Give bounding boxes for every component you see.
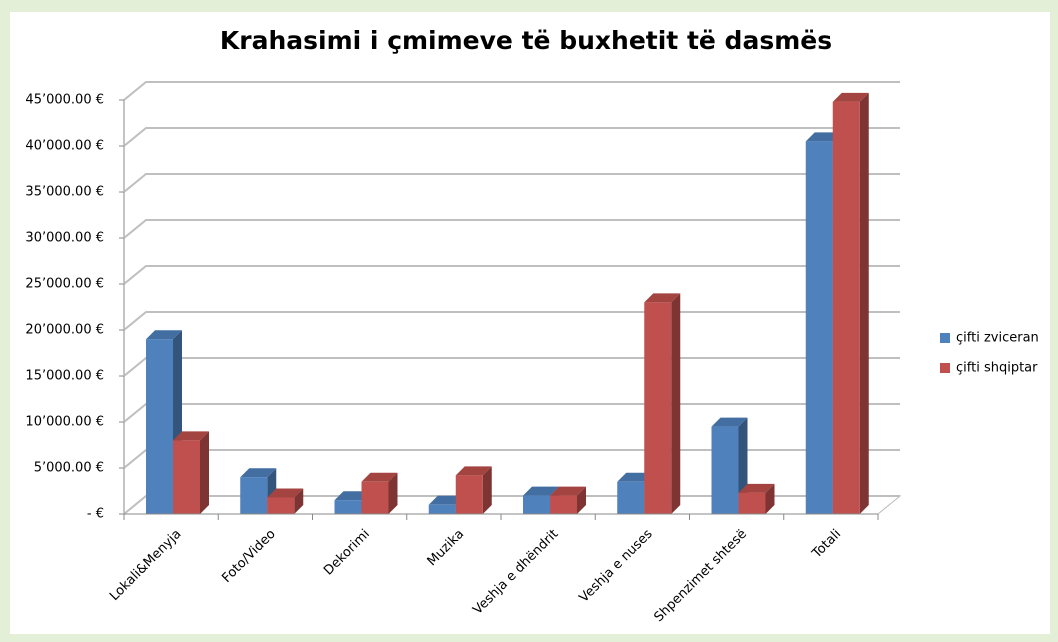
bar-face [644, 302, 672, 514]
bar-face [550, 495, 577, 514]
bar-face [334, 500, 362, 514]
bar-top [832, 92, 869, 102]
y-tick-label: 20’000.00 € [25, 323, 104, 338]
bar-top [644, 293, 681, 303]
bar-top [173, 431, 209, 441]
bar-face [267, 497, 295, 514]
bar [267, 488, 304, 514]
legend-label: çifti shqiptar [956, 361, 1038, 376]
bar [550, 486, 586, 514]
bar [173, 431, 209, 514]
bar [644, 293, 681, 514]
y-tick-label: 5’000.00 € [34, 461, 104, 476]
grid-line [123, 81, 900, 101]
y-tick-label: 40’000.00 € [25, 139, 104, 154]
chart-title: Krahasimi i çmimeve të buxhetit të dasmë… [220, 26, 832, 55]
bar-face [805, 141, 833, 514]
y-tick-label: 15’000.00 € [25, 369, 104, 384]
bar-face [428, 504, 456, 514]
bar-face [455, 475, 483, 514]
bar-face [146, 339, 173, 514]
bar-top [146, 330, 182, 340]
bar-side [859, 92, 869, 514]
bar-top [523, 486, 559, 496]
bar-top [550, 486, 586, 496]
grid-line [123, 219, 900, 239]
bar-face [523, 495, 550, 514]
bar-top [240, 468, 277, 478]
bar [361, 472, 398, 514]
y-tick-label: 45’000.00 € [25, 93, 104, 108]
bar [240, 468, 277, 514]
grid-line [123, 173, 900, 193]
y-tick-label: - € [87, 507, 104, 522]
bar-face [711, 426, 739, 514]
bar-side [200, 431, 209, 514]
bar-side [388, 472, 398, 514]
legend-swatch [940, 333, 950, 343]
bar-face [240, 477, 268, 514]
bar [738, 483, 775, 514]
y-tick-label: 10’000.00 € [25, 415, 104, 430]
bar-face [832, 101, 860, 514]
bar [711, 417, 748, 514]
y-tick-label: 35’000.00 € [25, 185, 104, 200]
bar-top [361, 472, 398, 482]
bar-face [617, 481, 645, 514]
grid-line [123, 127, 900, 147]
bar-side [294, 488, 304, 514]
bar-top [267, 488, 304, 498]
bar-side [765, 483, 775, 514]
y-tick-label: 30’000.00 € [25, 231, 104, 246]
bar-top [738, 483, 775, 493]
chart-area [10, 12, 1050, 634]
bar-face [173, 440, 200, 514]
legend-swatch [940, 363, 950, 373]
bar-side [577, 486, 586, 514]
bar-face [738, 492, 766, 514]
bar-side [482, 466, 492, 514]
bar [832, 92, 869, 514]
grid-line [123, 265, 900, 285]
bar-top [455, 466, 492, 476]
bar [455, 466, 492, 514]
y-tick-label: 25’000.00 € [25, 277, 104, 292]
bar-top [711, 417, 748, 427]
bar-face [361, 481, 389, 514]
legend-label: çifti zviceran [956, 331, 1039, 346]
bar-side [671, 293, 681, 514]
